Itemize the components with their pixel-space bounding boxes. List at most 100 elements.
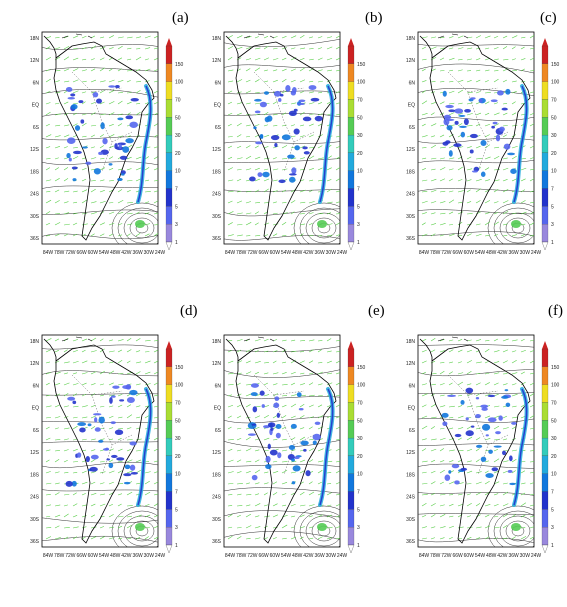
y-tick-label: 18N	[30, 36, 40, 42]
y-tick-label: 24S	[212, 192, 222, 198]
precip-cell	[304, 151, 310, 154]
colorbar-bottom-arrow	[166, 545, 172, 553]
precip-cell	[265, 456, 270, 463]
y-tick-label: 30S	[212, 517, 222, 523]
precip-cell	[249, 177, 256, 182]
x-tick-label: 84W	[419, 553, 430, 559]
precip-cell	[117, 118, 123, 121]
precip-cell	[491, 126, 495, 129]
precip-cell	[122, 146, 129, 153]
colorbar-tick-label: 100	[357, 80, 366, 86]
precip-cell	[78, 100, 83, 103]
colorbar-tick-label: 70	[551, 97, 557, 103]
precip-cell	[313, 434, 321, 441]
precip-cell	[276, 433, 281, 439]
precip-cell	[485, 473, 493, 478]
precip-cell	[313, 440, 317, 445]
precip-cell	[277, 452, 281, 458]
x-tick-label: 66W	[452, 553, 463, 559]
precip-cell	[125, 465, 131, 470]
precip-cell	[98, 440, 103, 443]
colorbar-tick-label: 100	[175, 80, 184, 86]
precip-cell	[255, 141, 262, 144]
precip-cell	[70, 93, 75, 96]
precip-cell	[305, 470, 310, 476]
colorbar-segment	[542, 117, 548, 135]
colorbar-segment	[348, 367, 354, 385]
y-tick-label: 12N	[30, 58, 40, 64]
colorbar-segment	[348, 527, 354, 545]
y-tick-label: 12S	[212, 147, 222, 153]
x-tick-label: 48W	[486, 250, 497, 256]
precip-cell	[88, 423, 92, 426]
x-tick-label: 24W	[531, 250, 542, 256]
colorbar-tick-label: 30	[357, 436, 363, 442]
precip-cell	[71, 104, 78, 109]
x-tick-label: 42W	[121, 250, 132, 256]
y-tick-label: 36S	[406, 539, 416, 545]
precip-cell	[509, 483, 516, 485]
colorbar-segment	[166, 171, 172, 189]
storm-core	[317, 523, 327, 531]
colorbar-tick-label: 70	[551, 400, 557, 406]
colorbar-tick-label: 10	[175, 472, 181, 478]
precip-cell	[94, 168, 101, 174]
colorbar-segment	[166, 224, 172, 242]
y-tick-label: EQ	[408, 103, 415, 109]
y-tick-label: 12N	[212, 58, 222, 64]
x-tick-label: 60W	[270, 553, 281, 559]
colorbar-segment	[166, 82, 172, 100]
precip-cell	[252, 424, 256, 426]
colorbar-tick-label: 30	[357, 133, 363, 139]
precip-cell	[124, 482, 130, 485]
colorbar-segment	[542, 171, 548, 189]
precip-cell	[72, 178, 76, 181]
storm-core	[317, 220, 327, 228]
colorbar-segment	[348, 82, 354, 100]
colorbar-segment	[348, 189, 354, 207]
precip-cell	[464, 109, 471, 113]
colorbar-tick-label: 150	[175, 365, 184, 371]
colorbar-tick-label: 7	[357, 187, 360, 193]
precip-cell	[460, 400, 464, 405]
precip-cell	[442, 142, 448, 146]
precip-cell	[66, 87, 73, 92]
precip-cell	[287, 154, 295, 158]
precip-cell	[67, 397, 75, 401]
colorbar-segment	[166, 135, 172, 153]
precip-cell	[251, 392, 258, 396]
x-tick-label: 24W	[337, 250, 348, 256]
precip-cell	[82, 146, 88, 148]
precip-cell	[453, 143, 461, 147]
storm-core	[511, 523, 521, 531]
precip-cell	[253, 406, 258, 412]
colorbar-tick-label: 30	[551, 436, 557, 442]
x-tick-label: 78W	[236, 553, 247, 559]
colorbar-tick-label: 30	[551, 133, 557, 139]
colorbar-tick-label: 30	[175, 133, 181, 139]
precip-cell	[508, 470, 513, 473]
precip-cell	[494, 445, 502, 447]
colorbar-tick-label: 10	[357, 472, 363, 478]
x-tick-label: 84W	[43, 553, 54, 559]
colorbar-tick-label: 3	[175, 222, 178, 228]
colorbar-segment	[542, 402, 548, 420]
precip-cell	[273, 403, 279, 408]
precip-cell	[85, 162, 91, 165]
precip-cell	[253, 126, 256, 129]
colorbar-segment	[166, 367, 172, 385]
colorbar-tick-label: 3	[357, 525, 360, 531]
precip-cell	[89, 467, 97, 472]
colorbar-segment	[348, 349, 354, 367]
precip-cell	[131, 98, 139, 102]
precip-cell	[289, 445, 295, 450]
precip-cell	[93, 413, 102, 415]
precip-cell	[264, 91, 269, 95]
precip-cell	[262, 172, 269, 178]
precip-cell	[130, 465, 135, 471]
